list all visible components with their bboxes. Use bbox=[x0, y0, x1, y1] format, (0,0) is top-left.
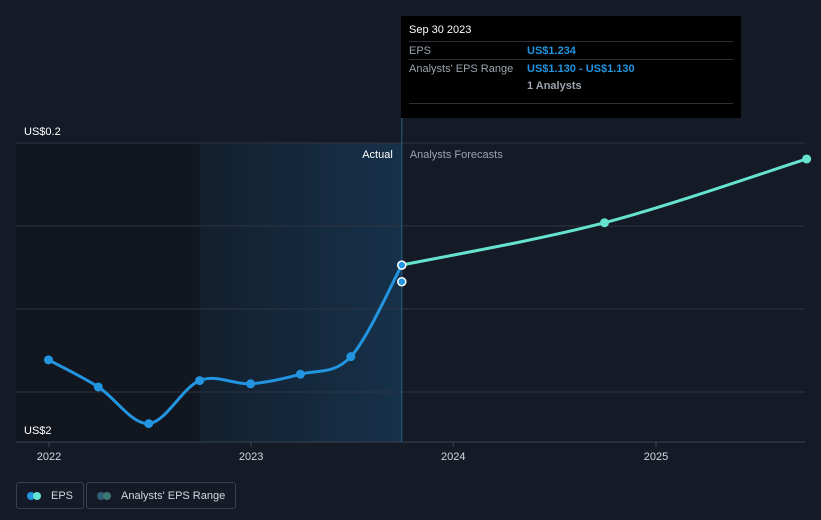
eps-point bbox=[93, 382, 103, 392]
legend-range-button[interactable]: Analysts' EPS Range bbox=[86, 482, 237, 509]
range-legend-icon bbox=[97, 491, 113, 500]
highlight-band bbox=[199, 143, 402, 442]
tooltip-analysts-count: 1 Analysts bbox=[527, 79, 582, 92]
eps-point bbox=[246, 379, 256, 389]
tooltip-range-row: Analysts' EPS Range US$1.130 - US$1.130 bbox=[409, 59, 733, 77]
y-tick-label: US$0.2 bbox=[24, 126, 61, 138]
eps-point bbox=[346, 352, 356, 362]
x-tick-label: 2024 bbox=[441, 451, 465, 463]
legend-eps-label: EPS bbox=[51, 489, 74, 502]
tooltip-analysts-row: 1 Analysts bbox=[409, 77, 733, 94]
actual-label: Actual bbox=[362, 149, 393, 161]
tooltip-range-value: US$1.130 - US$1.130 bbox=[527, 62, 635, 75]
range-point bbox=[397, 276, 407, 287]
y-axis: US$0.2 US$2 bbox=[24, 126, 61, 437]
tooltip-eps-label: EPS bbox=[409, 44, 432, 57]
gridlines bbox=[16, 142, 805, 443]
forecast-line bbox=[401, 157, 808, 267]
eps-point bbox=[144, 419, 154, 429]
legend-eps-button[interactable]: EPS bbox=[16, 482, 85, 509]
x-tick-label: 2023 bbox=[239, 451, 263, 463]
eps-point bbox=[195, 376, 205, 386]
x-tick-label: 2025 bbox=[644, 451, 668, 463]
forecast-label: Analysts Forecasts bbox=[410, 149, 503, 161]
tooltip: Sep 30 2023 EPS US$1.234 Analysts' EPS R… bbox=[401, 16, 741, 118]
x-axis: 2022 2023 2024 2025 bbox=[37, 442, 668, 463]
series-group bbox=[43, 154, 812, 429]
eps-point bbox=[295, 369, 305, 379]
eps-legend-icon bbox=[27, 491, 43, 500]
tooltip-eps-row: EPS US$1.234 bbox=[409, 41, 733, 59]
tooltip-eps-value: US$1.234 bbox=[527, 44, 576, 57]
legend-range-label: Analysts' EPS Range bbox=[121, 489, 226, 502]
eps-current-point bbox=[397, 260, 407, 270]
forecast-point bbox=[599, 218, 609, 228]
x-tick-label: 2022 bbox=[37, 451, 61, 463]
tooltip-date: Sep 30 2023 bbox=[409, 24, 472, 36]
forecast-point bbox=[802, 154, 812, 164]
eps-point bbox=[43, 355, 53, 365]
y-tick-label: US$2 bbox=[24, 425, 52, 437]
tooltip-range-label: Analysts' EPS Range bbox=[409, 62, 514, 75]
